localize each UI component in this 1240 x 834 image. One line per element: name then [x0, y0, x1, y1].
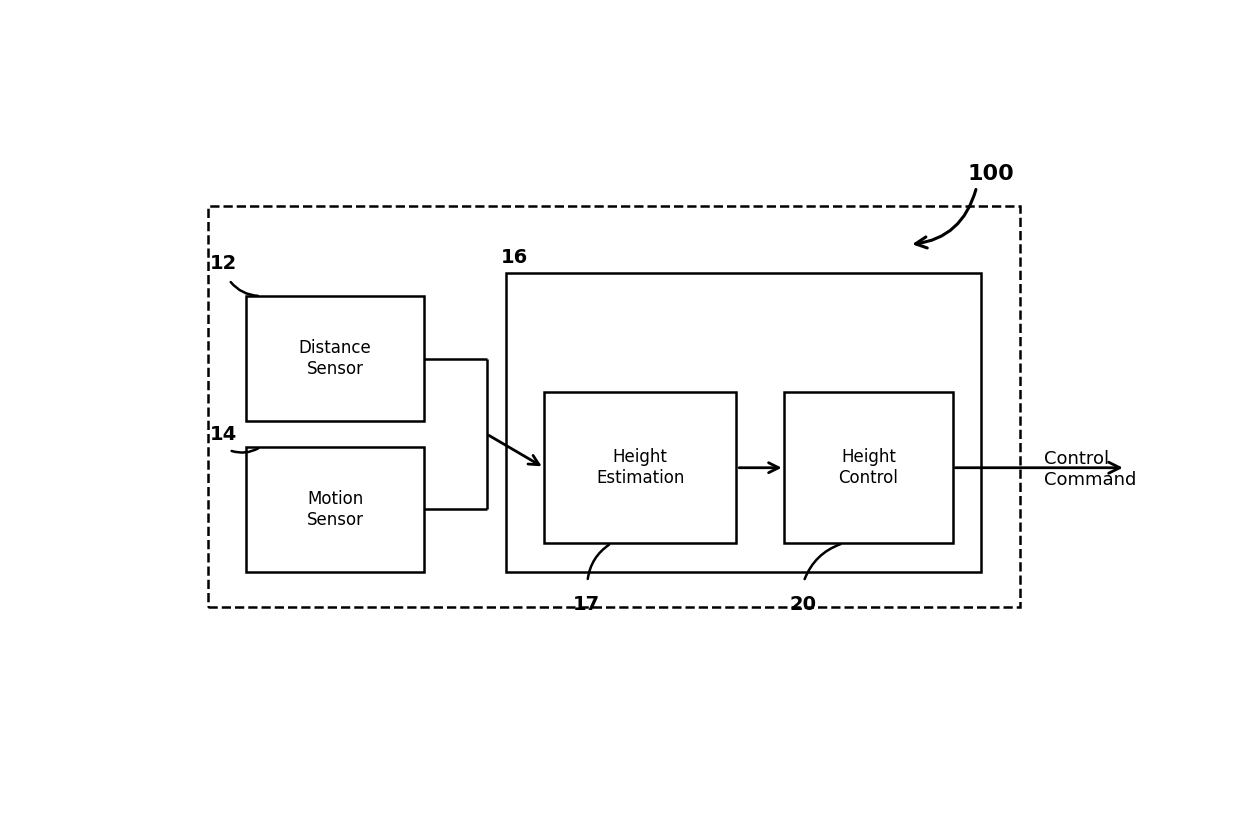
- Text: 16: 16: [501, 248, 528, 267]
- FancyBboxPatch shape: [247, 447, 424, 572]
- Text: Height
Control: Height Control: [838, 449, 899, 487]
- Text: 14: 14: [210, 425, 237, 444]
- Text: Control
Command: Control Command: [1044, 450, 1136, 489]
- FancyBboxPatch shape: [247, 296, 424, 421]
- Text: Height
Estimation: Height Estimation: [596, 449, 684, 487]
- FancyBboxPatch shape: [544, 392, 737, 543]
- Text: 20: 20: [789, 595, 816, 614]
- Text: Distance
Sensor: Distance Sensor: [299, 339, 372, 378]
- Text: 12: 12: [210, 254, 237, 274]
- Text: 100: 100: [967, 164, 1014, 184]
- FancyBboxPatch shape: [785, 392, 952, 543]
- Text: Motion
Sensor: Motion Sensor: [306, 490, 363, 529]
- Text: 17: 17: [573, 595, 600, 614]
